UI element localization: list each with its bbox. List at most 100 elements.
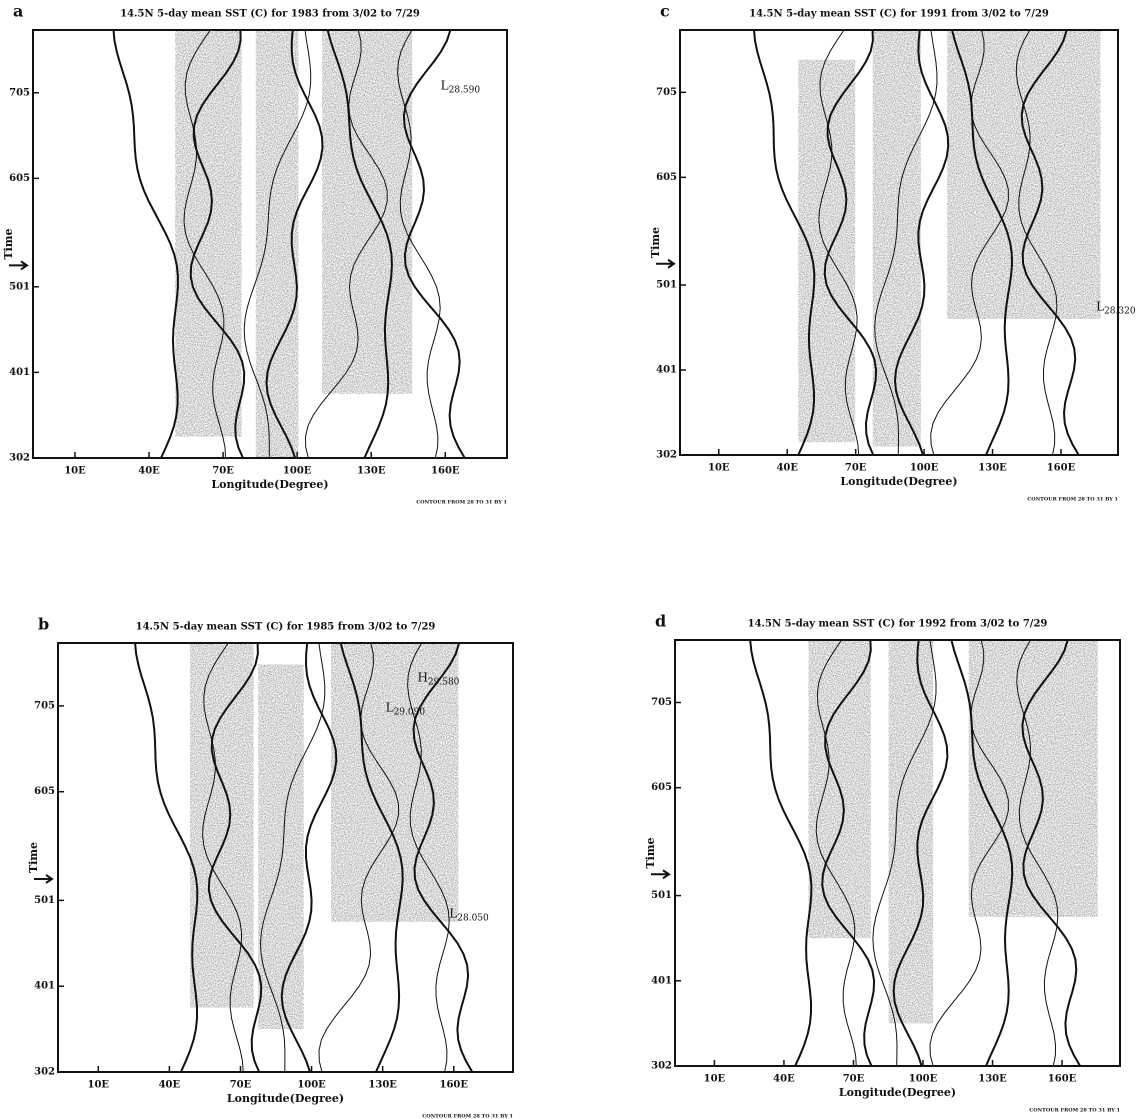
contour-line: [280, 642, 338, 1073]
contour-line: [183, 29, 227, 459]
contour-line: [1020, 29, 1080, 456]
y-tick-label: 605: [9, 173, 30, 184]
y-tick-label: 501: [656, 280, 677, 291]
chart-title: 14.5N 5-day mean SST (C) for 1992 from 3…: [748, 619, 1048, 630]
panel-label: d: [655, 612, 666, 631]
contour-line: [339, 642, 404, 1073]
y-tick-label: 705: [651, 697, 672, 708]
y-axis-label: Time: [2, 228, 15, 259]
x-tick-label: 130E: [357, 466, 386, 477]
contour-line: [207, 642, 263, 1073]
chart-title: 14.5N 5-day mean SST (C) for 1991 from 3…: [749, 9, 1049, 20]
extremum-value: 28.320: [1104, 306, 1136, 316]
shaded-region: [258, 664, 304, 1030]
contour-annotation: L28.050: [449, 906, 489, 923]
contour-line: [318, 642, 400, 1073]
x-tick-label: 160E: [440, 1080, 469, 1091]
y-tick-label: 401: [9, 367, 30, 378]
y-tick-label: 705: [9, 87, 30, 98]
plot-frame: [674, 639, 1121, 1067]
shaded-region: [872, 30, 921, 447]
extremum-letter: L: [441, 78, 449, 92]
plot-frame: [32, 29, 508, 459]
extremum-value: 29.580: [428, 677, 460, 687]
contour-line: [950, 639, 1014, 1067]
x-tick-label: 70E: [843, 1074, 865, 1085]
contour-line: [893, 29, 950, 456]
y-tick-label: 705: [656, 87, 677, 98]
y-tick-label: 605: [656, 172, 677, 183]
x-tick-label: 40E: [159, 1080, 181, 1091]
y-tick-label: 302: [651, 1061, 672, 1072]
y-tick-label: 302: [656, 450, 677, 461]
y-tick-label: 501: [34, 895, 55, 906]
y-tick-label: 501: [651, 890, 672, 901]
shaded-region: [968, 640, 1098, 917]
panel-label: b: [38, 615, 49, 634]
contour-line: [818, 29, 860, 456]
contour-line: [1015, 29, 1058, 456]
chart-title: 14.5N 5-day mean SST (C) for 1985 from 3…: [136, 622, 436, 633]
contour-line: [326, 29, 393, 459]
contour-line: [304, 29, 388, 459]
y-tick-label: 401: [651, 975, 672, 986]
x-axis-label: Longitude(Degree): [840, 475, 957, 488]
panel-label: c: [660, 2, 670, 21]
x-tick-label: 10E: [88, 1080, 110, 1091]
extremum-letter: L: [386, 700, 394, 714]
shaded-region: [331, 643, 459, 922]
x-tick-label: 10E: [64, 466, 86, 477]
x-tick-label: 160E: [1047, 463, 1076, 474]
footnote: CONTOUR FROM 28 TO 31 BY 1: [422, 1114, 513, 1119]
extremum-letter: H: [417, 670, 427, 684]
x-tick-label: 100E: [297, 1080, 326, 1091]
x-tick-label: 130E: [368, 1080, 397, 1091]
contour-line: [402, 29, 466, 459]
x-axis-label: Longitude(Degree): [211, 478, 328, 491]
arrow: [651, 869, 671, 880]
contour-line: [112, 29, 179, 459]
contour-line: [749, 639, 813, 1067]
x-tick-label: 40E: [773, 1074, 795, 1085]
arrow: [656, 258, 676, 269]
y-tick-label: 401: [656, 365, 677, 376]
contour-line: [412, 642, 474, 1073]
contour-line: [823, 29, 878, 456]
x-tick-label: 160E: [431, 466, 460, 477]
footnote: CONTOUR FROM 28 TO 31 BY 1: [1029, 1108, 1120, 1114]
x-tick-label: 70E: [230, 1080, 252, 1091]
arrow: [9, 260, 29, 271]
shaded-region: [798, 59, 856, 443]
arrow: [34, 874, 54, 884]
x-tick-label: 70E: [212, 466, 234, 477]
contour-line: [1016, 639, 1059, 1067]
contour-line: [892, 639, 949, 1067]
contour-annotation: H29.580: [417, 670, 459, 687]
y-tick-label: 605: [34, 786, 55, 797]
x-tick-label: 130E: [978, 463, 1007, 474]
contour-line: [397, 29, 441, 459]
contour-line: [407, 642, 450, 1073]
x-tick-label: 130E: [978, 1074, 1007, 1085]
contour-line: [951, 29, 1014, 456]
panel-label: a: [13, 2, 23, 21]
contour-annotation: L28.590: [441, 78, 481, 95]
footnote: CONTOUR FROM 28 TO 31 BY 1: [1027, 497, 1118, 503]
x-tick-label: 100E: [910, 463, 939, 474]
extremum-letter: L: [449, 906, 457, 920]
x-axis-label: Longitude(Degree): [227, 1092, 344, 1105]
contour-line: [753, 29, 816, 456]
x-tick-label: 70E: [845, 463, 867, 474]
x-tick-label: 10E: [704, 1074, 726, 1085]
contour-line: [189, 29, 246, 459]
extremum-value: 28.590: [449, 85, 481, 95]
plot-frame: [679, 29, 1119, 456]
extremum-value: 29.090: [394, 707, 426, 717]
contour-annotation: L28.320: [1096, 299, 1136, 316]
shaded-region: [322, 30, 413, 394]
shaded-region: [189, 643, 254, 1008]
x-tick-label: 10E: [708, 463, 730, 474]
contour-line: [821, 639, 876, 1067]
x-tick-label: 100E: [283, 466, 312, 477]
